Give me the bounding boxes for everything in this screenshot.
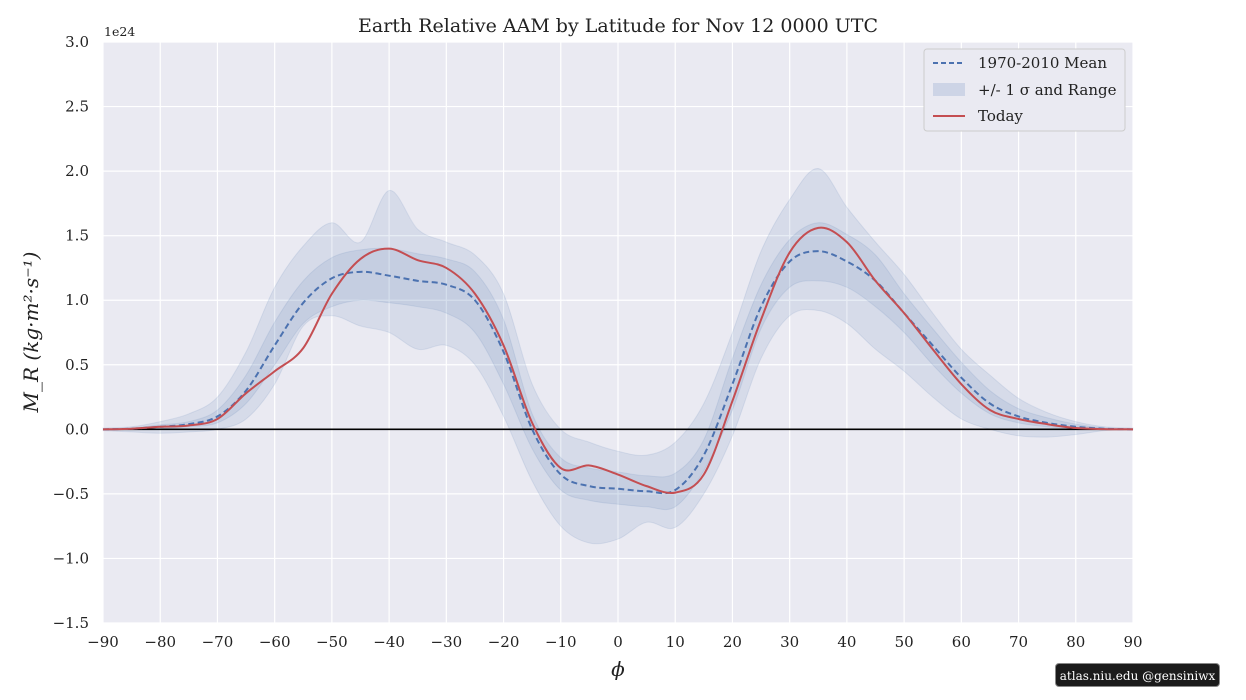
y-tick-label: 0.0	[65, 420, 89, 438]
legend-mean-label: 1970-2010 Mean	[978, 54, 1107, 72]
y-tick-labels: −1.5 −1.0 −0.5 0.0 0.5 1.0 1.5 2.0 2.5 3.0	[53, 33, 89, 632]
x-tick-label: 20	[723, 633, 742, 651]
watermark: atlas.niu.edu @gensiniwx	[1055, 663, 1220, 687]
x-tick-label: −90	[87, 633, 119, 651]
y-offset-text: 1e24	[104, 24, 135, 39]
x-tick-label: 10	[666, 633, 685, 651]
chart-title: Earth Relative AAM by Latitude for Nov 1…	[358, 15, 878, 37]
range-band	[102, 168, 1134, 545]
y-tick-label: 3.0	[65, 33, 89, 51]
legend-today-label: Today	[978, 107, 1023, 125]
x-tick-label: −40	[373, 633, 405, 651]
x-tick-label: 70	[1009, 633, 1028, 651]
x-tick-label: 60	[952, 633, 971, 651]
x-tick-label: −50	[316, 633, 348, 651]
x-tick-label: −20	[488, 633, 520, 651]
mean-line	[102, 250, 1134, 495]
legend: 1970-2010 Mean +/- 1 σ and Range Today	[923, 48, 1126, 132]
today-line	[102, 226, 1134, 494]
grid	[102, 41, 1134, 624]
x-tick-label: −10	[545, 633, 577, 651]
series-lines	[102, 226, 1134, 495]
x-tick-labels: −90 −80 −70 −60 −50 −40 −30 −20 −10 0 10 20 30 40 50 60…	[87, 633, 1142, 651]
legend-band-label: +/- 1 σ and Range	[978, 81, 1117, 99]
x-tick-label: 50	[895, 633, 914, 651]
y-tick-label: 2.0	[65, 162, 89, 180]
y-tick-label: −0.5	[53, 485, 89, 503]
x-tick-label: 90	[1123, 633, 1142, 651]
x-tick-label: 40	[837, 633, 856, 651]
y-tick-label: 1.5	[65, 227, 89, 245]
legend-band-swatch	[933, 83, 965, 96]
legend-box	[923, 48, 1126, 132]
x-tick-label: 0	[613, 633, 623, 651]
x-tick-label: −30	[431, 633, 463, 651]
y-tick-label: −1.0	[53, 549, 89, 567]
y-tick-label: −1.5	[53, 614, 89, 632]
y-tick-label: 2.5	[65, 98, 89, 116]
y-tick-label: 1.0	[65, 291, 89, 309]
x-tick-label: −60	[259, 633, 291, 651]
x-tick-label: −70	[202, 633, 234, 651]
x-tick-label: 80	[1066, 633, 1085, 651]
x-tick-label: −80	[144, 633, 176, 651]
x-axis-label: ϕ	[611, 657, 625, 681]
y-axis-label: M_R (kg·m²·s⁻¹)	[19, 252, 43, 414]
y-tick-label: 0.5	[65, 356, 89, 374]
x-tick-label: 30	[780, 633, 799, 651]
